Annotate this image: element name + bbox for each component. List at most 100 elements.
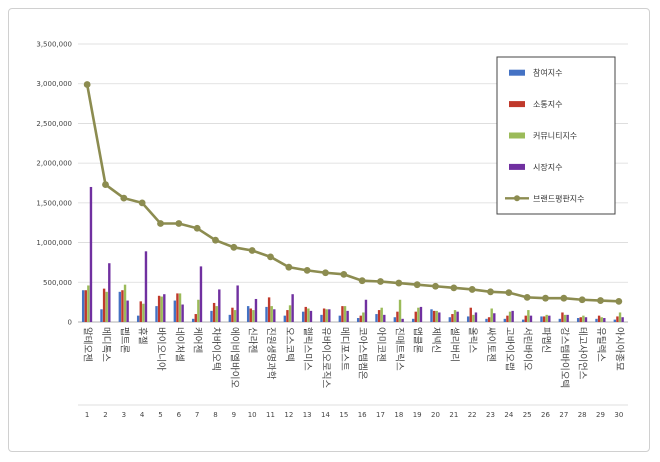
bar bbox=[307, 308, 310, 322]
bar bbox=[453, 310, 457, 322]
bar bbox=[265, 306, 268, 322]
line-point bbox=[267, 253, 274, 261]
x-rank-label: 10 bbox=[248, 411, 257, 419]
line-point bbox=[285, 263, 293, 271]
bar bbox=[380, 307, 383, 322]
x-category-label: 파멥신 bbox=[540, 327, 552, 353]
bar bbox=[417, 307, 420, 322]
bar bbox=[320, 314, 323, 322]
x-category-label: 펩트론 bbox=[118, 327, 129, 353]
line-point bbox=[487, 288, 494, 296]
bar bbox=[383, 314, 386, 322]
x-category-label: 유바이오로직스 bbox=[320, 327, 331, 388]
x-category-label: 제넥신 bbox=[430, 327, 441, 353]
bar bbox=[160, 296, 163, 322]
x-category-label: 앱클론 bbox=[412, 327, 424, 353]
bar bbox=[304, 306, 307, 322]
bar bbox=[121, 290, 124, 322]
x-rank-label: 19 bbox=[413, 411, 422, 419]
bar bbox=[283, 315, 287, 322]
bar bbox=[521, 319, 525, 322]
legend-swatch bbox=[509, 163, 525, 170]
line-point bbox=[505, 289, 513, 297]
bar bbox=[108, 263, 111, 322]
bar bbox=[157, 295, 161, 322]
x-rank-label: 29 bbox=[596, 411, 605, 419]
bar bbox=[506, 315, 509, 322]
x-category-label: 헬릭스미스 bbox=[302, 327, 314, 371]
bar bbox=[545, 314, 548, 322]
bar bbox=[142, 303, 145, 322]
line-point bbox=[615, 297, 623, 305]
y-tick-label: 2,000,000 bbox=[36, 160, 72, 168]
x-rank-label: 28 bbox=[578, 411, 587, 419]
x-rank-label: 16 bbox=[358, 411, 367, 419]
bar bbox=[566, 314, 569, 322]
x-rank-label: 5 bbox=[158, 411, 162, 419]
bar bbox=[508, 311, 512, 322]
bar bbox=[503, 318, 507, 322]
x-category-label: 올릭스 bbox=[467, 327, 479, 353]
line-point bbox=[322, 269, 329, 277]
bar bbox=[215, 306, 218, 322]
x-rank-label: 21 bbox=[449, 411, 458, 419]
line-point bbox=[340, 270, 348, 278]
bar bbox=[286, 310, 289, 322]
bar bbox=[401, 318, 404, 322]
bar bbox=[597, 315, 601, 322]
bar bbox=[430, 309, 433, 322]
bar bbox=[218, 289, 221, 322]
line-point bbox=[120, 194, 128, 202]
bar bbox=[228, 314, 232, 322]
bar bbox=[102, 288, 106, 322]
bar bbox=[432, 310, 436, 322]
bar bbox=[466, 316, 470, 322]
bar bbox=[139, 301, 142, 322]
bar bbox=[474, 312, 478, 322]
x-rank-label: 20 bbox=[431, 411, 440, 419]
bar bbox=[100, 309, 103, 322]
bar bbox=[359, 315, 362, 322]
x-category-label: 싸이토젠 bbox=[485, 327, 496, 362]
legend-label: 브랜드평판지수 bbox=[533, 193, 585, 203]
bar bbox=[563, 314, 567, 322]
bar bbox=[511, 310, 514, 322]
bar bbox=[197, 299, 200, 322]
legend-swatch bbox=[509, 69, 525, 76]
bar bbox=[472, 314, 475, 322]
line-point bbox=[230, 243, 238, 251]
bar bbox=[362, 312, 365, 322]
line-point bbox=[450, 284, 458, 292]
bar bbox=[584, 317, 588, 322]
x-category-label: 케어젠 bbox=[192, 327, 203, 353]
bar bbox=[485, 318, 488, 322]
bar bbox=[233, 310, 237, 322]
legend-label: 소통지수 bbox=[533, 100, 562, 109]
bar bbox=[540, 316, 543, 322]
bar bbox=[414, 311, 417, 322]
x-category-label: 서린바이오 bbox=[522, 327, 533, 371]
bar bbox=[527, 310, 530, 322]
x-category-label: 차바이오텍 bbox=[210, 327, 222, 371]
x-rank-label: 22 bbox=[468, 411, 477, 419]
bar bbox=[89, 186, 93, 322]
reputation-line bbox=[83, 81, 623, 305]
x-rank-label: 2 bbox=[103, 411, 107, 419]
bar bbox=[252, 310, 255, 322]
bar bbox=[291, 294, 294, 322]
legend-swatch bbox=[509, 101, 525, 108]
bar bbox=[621, 317, 624, 322]
y-tick-label: 3,000,000 bbox=[36, 80, 72, 88]
bar bbox=[438, 312, 441, 322]
bar bbox=[618, 312, 622, 322]
y-tick-label: 3,500,000 bbox=[36, 41, 72, 49]
x-rank-label: 7 bbox=[195, 411, 199, 419]
x-rank-label: 26 bbox=[541, 411, 550, 419]
bar bbox=[529, 315, 533, 322]
y-tick-label: 2,500,000 bbox=[36, 120, 72, 128]
x-category-label: 강스템바이오텍 bbox=[558, 327, 570, 388]
bar bbox=[375, 314, 378, 322]
x-rank-label: 9 bbox=[232, 411, 236, 419]
line-point bbox=[377, 278, 384, 285]
